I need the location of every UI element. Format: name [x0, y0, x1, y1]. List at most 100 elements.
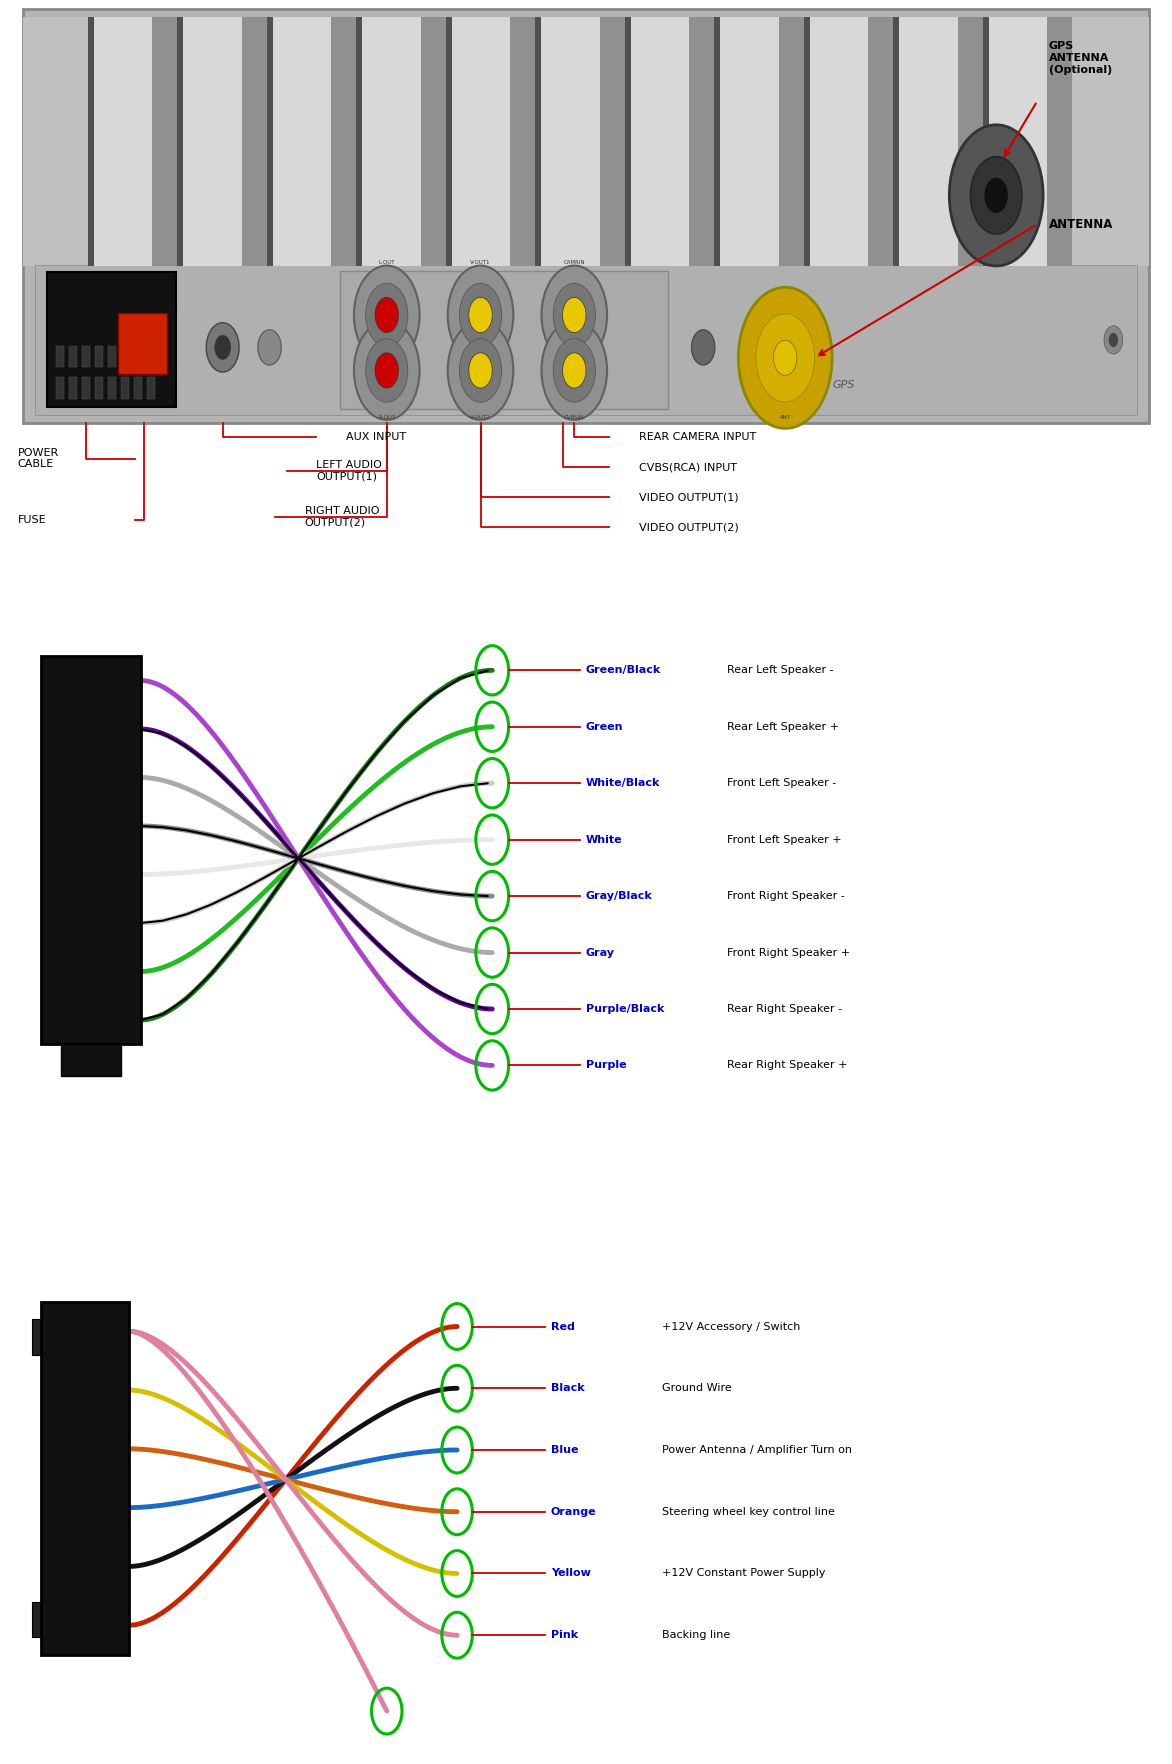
Text: Blue: Blue: [551, 1445, 578, 1455]
Bar: [332, 18, 356, 266]
Bar: [958, 18, 983, 266]
Bar: [689, 18, 715, 266]
Text: RIGHT AUDIO
OUTPUT(2): RIGHT AUDIO OUTPUT(2): [305, 506, 380, 527]
Bar: [117, 312, 166, 374]
Bar: [152, 18, 177, 266]
Text: Rear Left Speaker -: Rear Left Speaker -: [727, 665, 833, 676]
Circle shape: [469, 298, 492, 333]
Circle shape: [54, 333, 63, 348]
Bar: [35, 265, 1137, 415]
Bar: [356, 18, 362, 266]
Bar: [625, 18, 631, 266]
Text: V-OUT1: V-OUT1: [470, 261, 491, 265]
Text: LEFT AUDIO
OUTPUT(1): LEFT AUDIO OUTPUT(1): [316, 460, 382, 482]
Bar: [241, 18, 267, 266]
Bar: [715, 18, 721, 266]
Bar: [1048, 18, 1072, 266]
Text: POWER
CABLE: POWER CABLE: [18, 448, 59, 469]
Circle shape: [553, 339, 595, 402]
Bar: [121, 377, 129, 399]
Bar: [273, 18, 332, 266]
Text: Ground Wire: Ground Wire: [662, 1383, 732, 1394]
Text: +12V Accessory / Switch: +12V Accessory / Switch: [662, 1321, 800, 1332]
Bar: [989, 18, 1048, 266]
Text: Front Right Speaker +: Front Right Speaker +: [727, 947, 850, 958]
Bar: [146, 346, 155, 367]
Bar: [0, 427, 1172, 1058]
Bar: [56, 377, 64, 399]
Text: Rear Right Speaker -: Rear Right Speaker -: [727, 1004, 841, 1014]
Circle shape: [258, 330, 281, 365]
Circle shape: [1104, 326, 1123, 355]
Circle shape: [1109, 333, 1118, 348]
Bar: [899, 18, 958, 266]
Bar: [88, 18, 94, 266]
Bar: [340, 270, 668, 409]
Text: REAR CAMERA INPUT: REAR CAMERA INPUT: [639, 432, 756, 443]
Circle shape: [206, 323, 239, 372]
Text: Rear Left Speaker +: Rear Left Speaker +: [727, 721, 839, 732]
Text: GPS
ANTENNA
(Optional): GPS ANTENNA (Optional): [1049, 41, 1112, 74]
Circle shape: [553, 284, 595, 348]
Bar: [183, 18, 241, 266]
Bar: [421, 18, 445, 266]
Text: Gray: Gray: [586, 947, 615, 958]
Bar: [804, 18, 810, 266]
FancyBboxPatch shape: [41, 656, 141, 1044]
Circle shape: [366, 284, 408, 348]
Circle shape: [691, 330, 715, 365]
Bar: [108, 346, 116, 367]
Bar: [868, 18, 893, 266]
Circle shape: [970, 157, 1022, 235]
Bar: [69, 377, 77, 399]
Text: Green: Green: [586, 721, 624, 732]
Text: GPS: GPS: [832, 379, 856, 390]
Circle shape: [469, 353, 492, 388]
Text: Front Right Speaker -: Front Right Speaker -: [727, 891, 844, 901]
Text: VIDEO OUTPUT(2): VIDEO OUTPUT(2): [639, 522, 738, 533]
Text: CVBSIN: CVBSIN: [564, 415, 585, 420]
FancyBboxPatch shape: [23, 9, 1149, 423]
Circle shape: [459, 284, 502, 348]
Text: VIDEO OUTPUT(1): VIDEO OUTPUT(1): [639, 492, 738, 503]
Bar: [146, 377, 155, 399]
Text: Purple/Black: Purple/Black: [586, 1004, 665, 1014]
Bar: [451, 18, 510, 266]
Circle shape: [448, 266, 513, 365]
Bar: [445, 18, 451, 266]
Circle shape: [541, 266, 607, 365]
Text: White/Black: White/Black: [586, 778, 660, 789]
Text: Front Left Speaker +: Front Left Speaker +: [727, 834, 841, 845]
Circle shape: [563, 353, 586, 388]
Circle shape: [738, 288, 832, 429]
Circle shape: [375, 353, 398, 388]
Text: Front Left Speaker -: Front Left Speaker -: [727, 778, 836, 789]
Text: Gray/Black: Gray/Black: [586, 891, 653, 901]
Bar: [95, 346, 103, 367]
Text: Power Antenna / Amplifier Turn on: Power Antenna / Amplifier Turn on: [662, 1445, 852, 1455]
Text: FUSE: FUSE: [18, 515, 46, 526]
Text: Purple: Purple: [586, 1060, 627, 1071]
Bar: [121, 346, 129, 367]
Text: CAMRIN: CAMRIN: [564, 261, 585, 265]
Text: Yellow: Yellow: [551, 1568, 591, 1579]
Text: Rear Right Speaker +: Rear Right Speaker +: [727, 1060, 847, 1071]
Text: L-OUT: L-OUT: [379, 261, 395, 265]
Bar: [47, 272, 176, 407]
Bar: [32, 1319, 41, 1355]
Circle shape: [774, 340, 797, 376]
Text: R-OUT: R-OUT: [379, 415, 395, 420]
Text: +12V Constant Power Supply: +12V Constant Power Supply: [662, 1568, 826, 1579]
Bar: [23, 18, 1149, 266]
Text: CVBS(RCA) INPUT: CVBS(RCA) INPUT: [639, 462, 737, 473]
Circle shape: [375, 298, 398, 333]
Circle shape: [949, 125, 1043, 266]
Bar: [0, 1102, 1172, 1764]
Circle shape: [984, 178, 1008, 213]
Bar: [56, 346, 64, 367]
Circle shape: [459, 339, 502, 402]
Circle shape: [563, 298, 586, 333]
Bar: [536, 18, 541, 266]
Text: ANTENNA: ANTENNA: [1049, 219, 1113, 231]
Text: Black: Black: [551, 1383, 585, 1394]
